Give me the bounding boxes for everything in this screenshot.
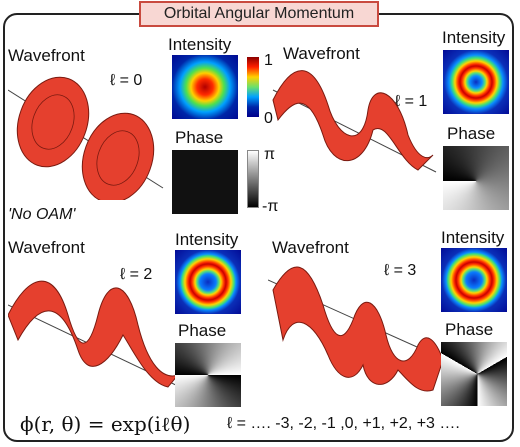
phasebar-min: -π: [262, 198, 279, 215]
no-oam-note: 'No OAM': [8, 206, 76, 223]
colorbar-max: 1: [264, 52, 273, 69]
wavefront-l0-illustration: [8, 76, 164, 200]
intensity-colorbar: [247, 57, 259, 117]
phase-label-l1: Phase: [447, 124, 496, 143]
l-label-l1: ℓ = 1: [395, 93, 428, 110]
phase-label-l3: Phase: [445, 320, 494, 339]
phase-map-l1: [443, 146, 509, 210]
intensity-map-l3: [441, 248, 507, 312]
wavefront-label-l0: Wavefront: [8, 46, 85, 65]
wavefront-l1-illustration: [272, 70, 437, 173]
intensity-map-l2: [175, 250, 241, 314]
phase-label-l0: Phase: [175, 128, 224, 147]
figure-title: Orbital Angular Momentum: [139, 1, 379, 27]
intensity-label-l3: Intensity: [441, 228, 505, 247]
l-label-l0: ℓ = 0: [110, 72, 143, 89]
intensity-label-l2: Intensity: [175, 230, 239, 249]
phase-map-l0: [172, 150, 238, 214]
oam-formula: ϕ(r, θ) = exp(iℓθ): [20, 412, 191, 436]
phase-label-l2: Phase: [178, 321, 227, 340]
phasebar-max: π: [264, 146, 276, 163]
l-label-l3: ℓ = 3: [384, 262, 417, 279]
wavefront-label-l1: Wavefront: [283, 44, 360, 63]
phase-map-l3: [441, 342, 507, 406]
intensity-map-l0: [172, 55, 238, 119]
l-values-range: ℓ = …. -3, -2, -1 ,0, +1, +2, +3 ….: [227, 415, 460, 432]
wavefront-label-l3: Wavefront: [272, 238, 349, 257]
wavefront-l3-illustration: [268, 266, 447, 392]
wavefront-label-l2: Wavefront: [8, 238, 85, 257]
intensity-label-l1: Intensity: [442, 28, 506, 47]
l-label-l2: ℓ = 2: [120, 266, 153, 283]
colorbar-min: 0: [264, 110, 273, 127]
wavefront-l2-illustration: [8, 280, 181, 388]
intensity-label-l0: Intensity: [168, 35, 232, 54]
phase-map-l2: [175, 343, 241, 407]
phase-colorbar: [247, 150, 259, 208]
intensity-map-l1: [443, 50, 509, 114]
